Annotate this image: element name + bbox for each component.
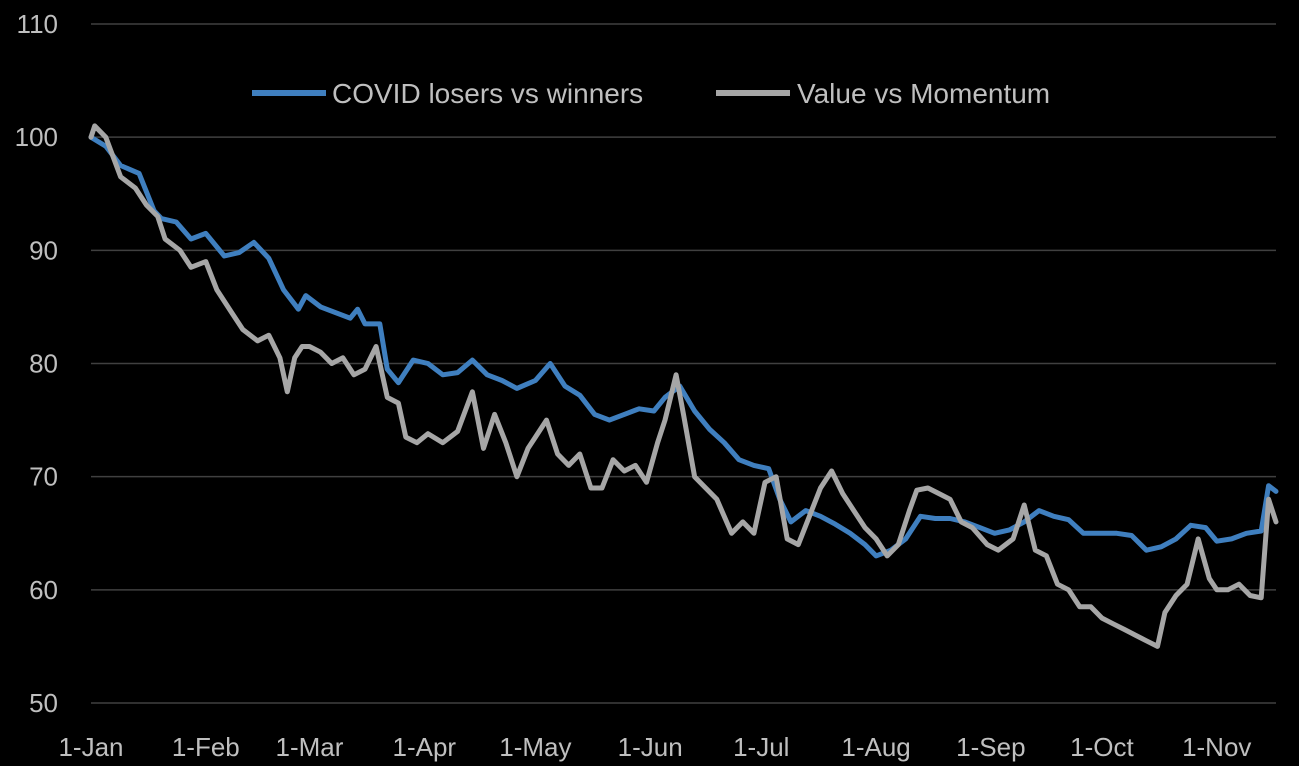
legend-label-value-momentum: Value vs Momentum bbox=[797, 78, 1050, 109]
y-tick-label-100: 100 bbox=[15, 122, 58, 152]
y-tick-label-60: 60 bbox=[29, 575, 58, 605]
y-tick-label-50: 50 bbox=[29, 688, 58, 718]
series-line-value-vs-momentum bbox=[88, 123, 1279, 649]
x-tick-label-1-apr: 1-Apr bbox=[392, 732, 456, 762]
gridlines bbox=[91, 23, 1276, 704]
x-tick-label-1-sep: 1-Sep bbox=[956, 732, 1025, 762]
x-tick-label-1-may: 1-May bbox=[499, 732, 571, 762]
legend: COVID losers vs winners Value vs Momentu… bbox=[252, 78, 1050, 109]
x-axis-tick-labels: 1-Jan 1-Feb 1-Mar 1-Apr 1-May 1-Jun 1-Jul 1-Aug… bbox=[58, 732, 1251, 762]
x-tick-label-1-jun: 1-Jun bbox=[618, 732, 683, 762]
y-tick-label-70: 70 bbox=[29, 462, 58, 492]
x-tick-label-1-jan: 1-Jan bbox=[58, 732, 123, 762]
y-tick-label-80: 80 bbox=[29, 349, 58, 379]
series-lines bbox=[88, 123, 1279, 649]
y-axis-tick-labels: 50 60 70 80 90 100 110 bbox=[15, 9, 58, 718]
legend-label-covid: COVID losers vs winners bbox=[332, 78, 643, 109]
x-tick-label-1-nov: 1-Nov bbox=[1182, 732, 1251, 762]
y-tick-label-110: 110 bbox=[17, 9, 58, 39]
x-tick-label-1-oct: 1-Oct bbox=[1070, 732, 1134, 762]
x-tick-label-1-aug: 1-Aug bbox=[841, 732, 910, 762]
x-tick-label-1-jul: 1-Jul bbox=[733, 732, 789, 762]
x-tick-label-1-mar: 1-Mar bbox=[276, 732, 344, 762]
y-tick-label-90: 90 bbox=[29, 235, 58, 265]
x-tick-label-1-feb: 1-Feb bbox=[172, 732, 240, 762]
